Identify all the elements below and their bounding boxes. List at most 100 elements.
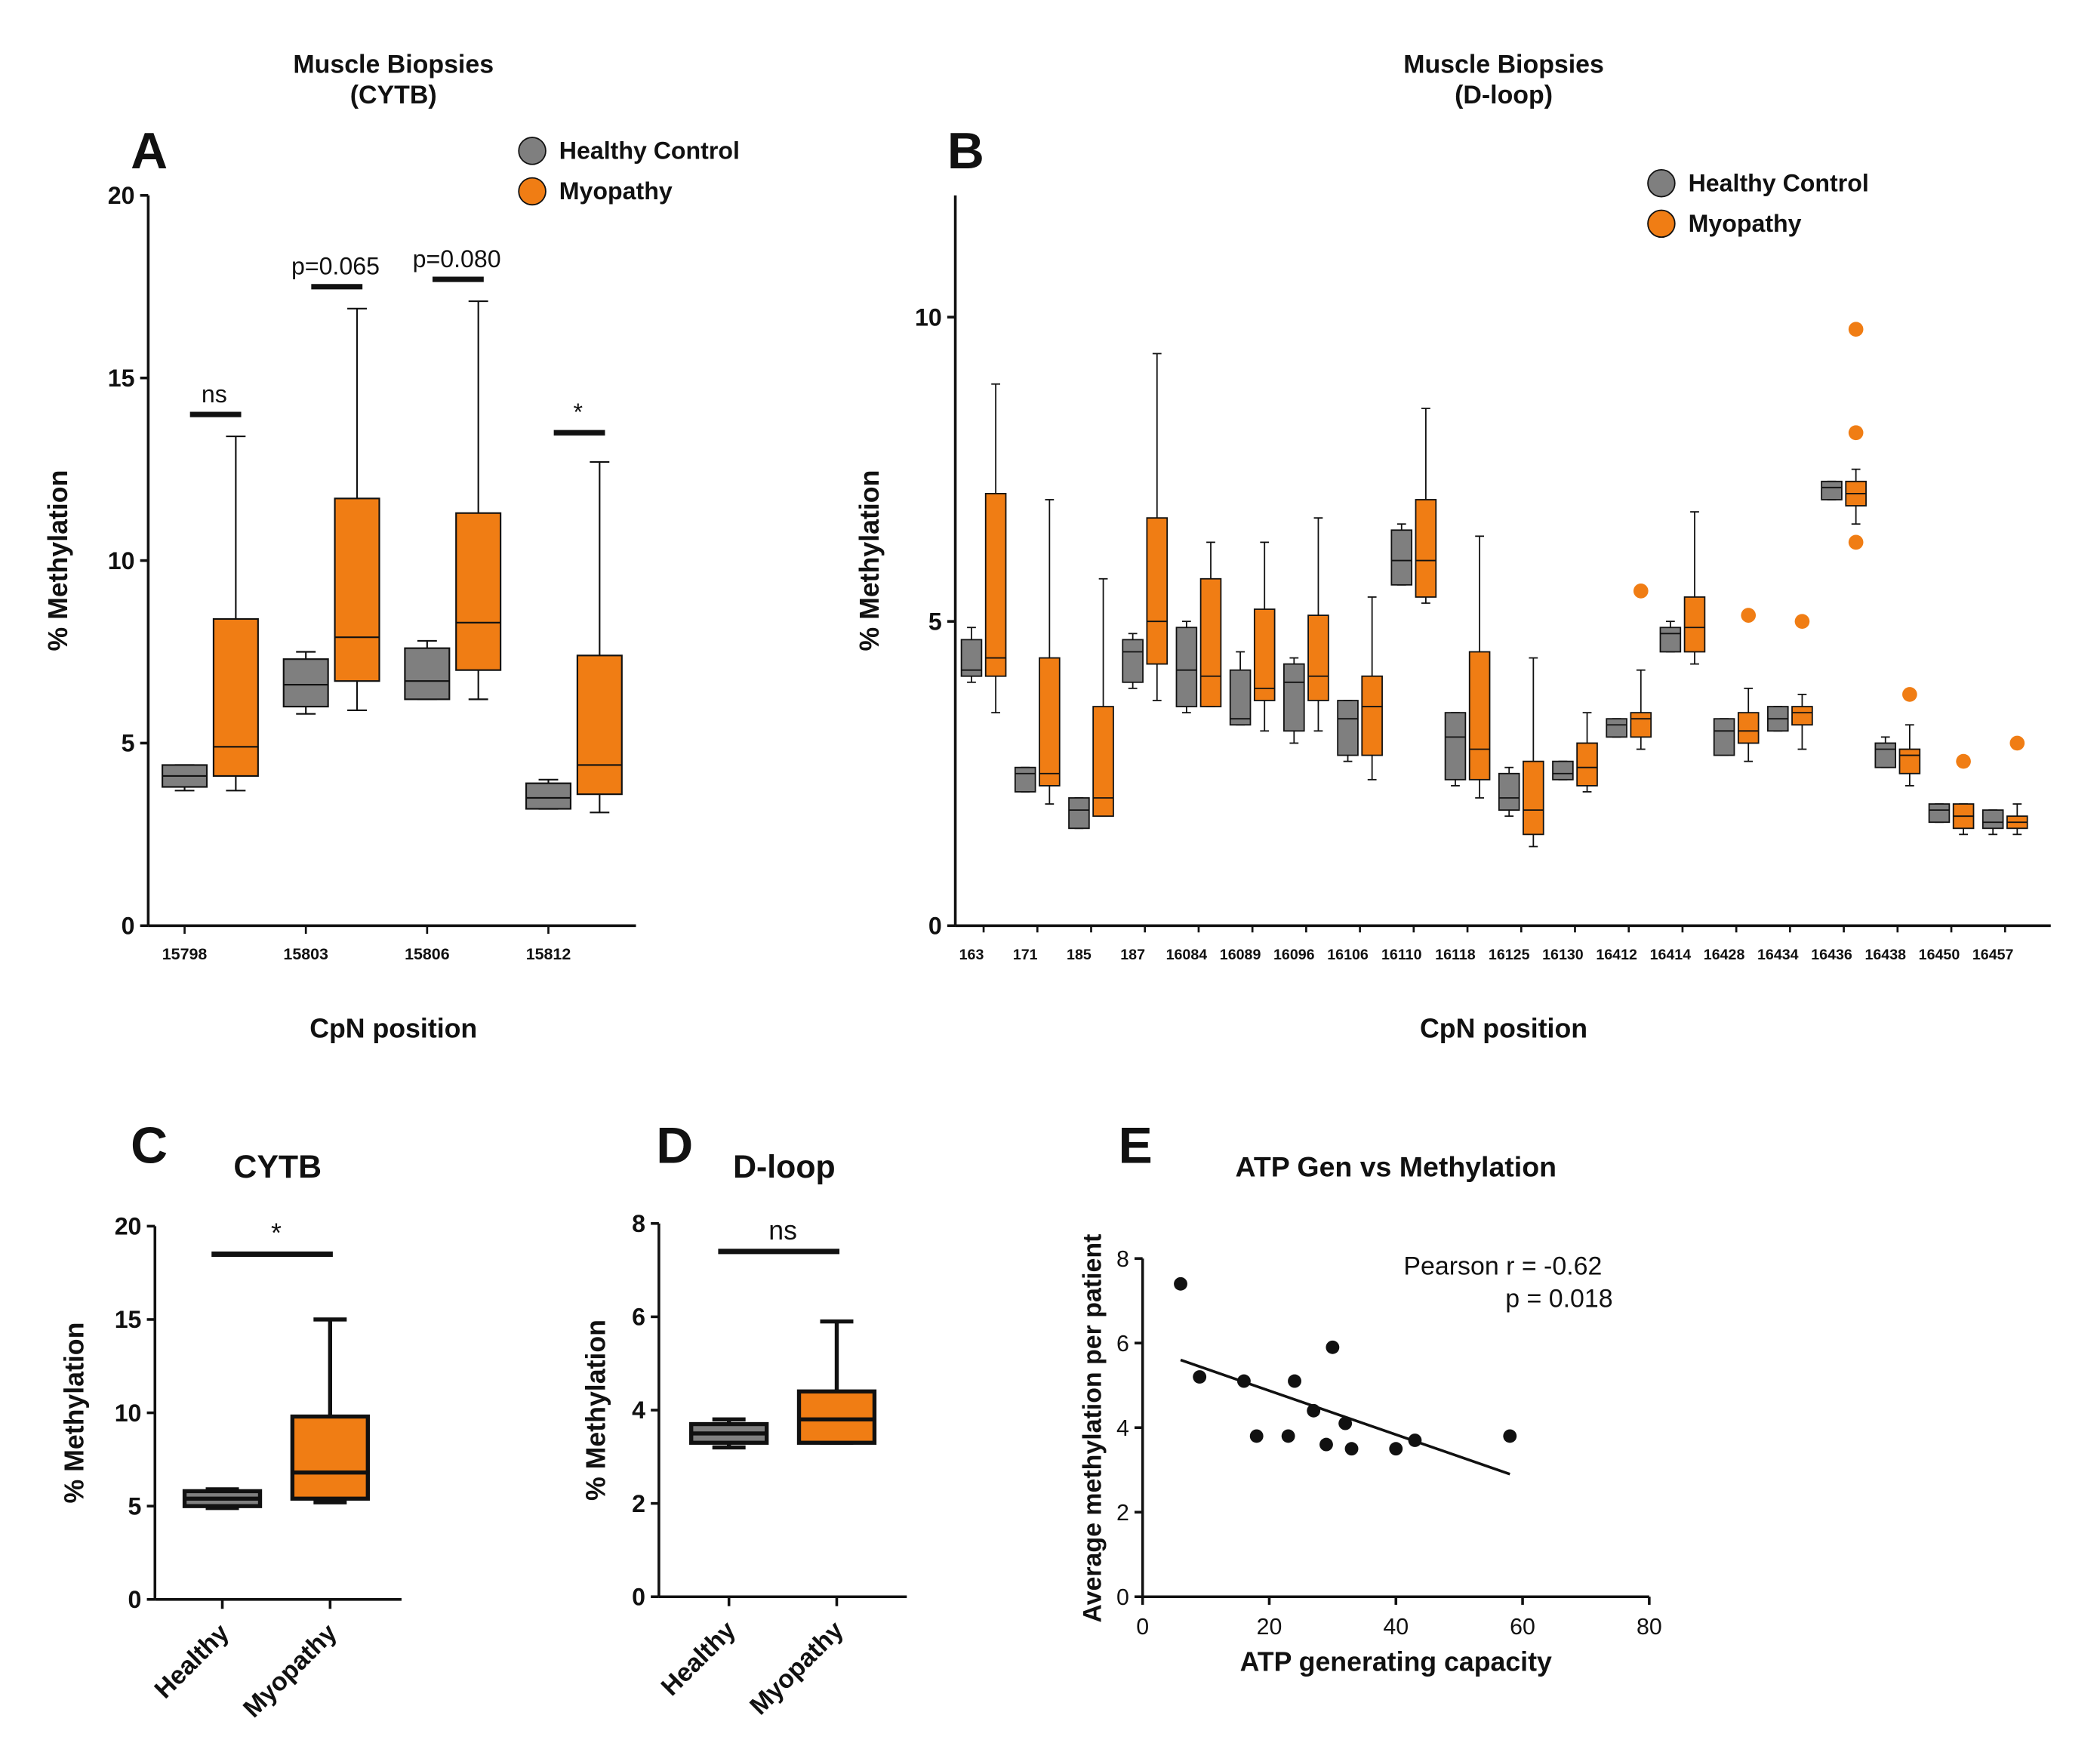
panel-b-myopathy-box <box>1845 468 1867 525</box>
panel-e-y-tick-label: 6 <box>1116 1332 1129 1357</box>
panel-b-healthy-box <box>1283 657 1305 744</box>
panel-a-healthy-box <box>525 778 572 810</box>
panel-a-letter: A <box>131 123 168 180</box>
panel-b-myopathy-box <box>984 383 1007 714</box>
panel-b-healthy-box-iqr-box <box>1659 627 1682 653</box>
panel-d-title: D-loop <box>733 1149 836 1185</box>
panel-b-myopathy-box <box>1146 353 1169 701</box>
panel-b-outlier-point <box>1794 614 1810 629</box>
panel-d-y-label: % Methylation <box>580 1320 611 1501</box>
panel-b-healthy-box <box>1014 766 1036 793</box>
panel-b-myopathy-box-iqr-box <box>1092 706 1114 818</box>
panel-b-myopathy-box-iqr-box <box>1415 499 1437 598</box>
panel-b-legend-label-0: Healthy Control <box>1689 169 1869 196</box>
panel-a-legend-marker-0 <box>518 137 547 165</box>
panel-b-healthy-box <box>1767 706 1789 732</box>
panel-c-x-tick-label: Healthy <box>149 1618 235 1705</box>
panel-a-myopathy-box-iqr-box <box>334 497 380 682</box>
panel-b-myopathy-box-iqr-box <box>1253 608 1276 701</box>
panel-b-healthy-box-iqr-box <box>1821 480 1843 500</box>
panel-b-x-tick-label: 171 <box>1013 947 1038 963</box>
panel-c-y-tick-label: 0 <box>128 1586 142 1613</box>
panel-b-healthy-box-iqr-box <box>1014 766 1036 793</box>
panel-b-myopathy-box <box>1307 517 1329 732</box>
panel-a-x-tick-label: 15806 <box>405 945 450 963</box>
panel-b-x-tick-label: 16084 <box>1166 947 1208 963</box>
panel-d-y-tick-label: 2 <box>632 1490 645 1517</box>
panel-b-myopathy-box-iqr-box <box>1898 748 1921 774</box>
panel-a-myopathy-box <box>212 436 259 792</box>
panel-a-sig-label: p=0.080 <box>413 245 501 273</box>
panel-b-x-tick-label: 187 <box>1120 947 1145 963</box>
panel-a-legend-label-0: Healthy Control <box>559 137 740 165</box>
panel-d-box-1 <box>796 1319 877 1445</box>
panel-b-healthy-box-iqr-box <box>1606 718 1627 738</box>
panel-a-y-tick-label: 0 <box>122 913 135 940</box>
panel-a-healthy-box <box>404 639 451 701</box>
panel-a-healthy-box-iqr-box <box>404 647 451 701</box>
panel-e-letter: E <box>1119 1117 1153 1174</box>
panel-e-data-point <box>1236 1374 1251 1388</box>
panel-c-y-tick-label: 15 <box>115 1306 142 1333</box>
panel-b-healthy-box-iqr-box <box>1068 797 1090 830</box>
panel-b-x-tick-label: 16434 <box>1757 947 1799 963</box>
panel-a-legend-label-1: Myopathy <box>559 177 673 205</box>
panel-a-healthy-box-iqr-box <box>525 782 572 810</box>
panel-a-sig-label: ns <box>202 380 227 408</box>
panel-a-x-tick-label: 15803 <box>283 945 328 963</box>
panel-c-box-1 <box>290 1317 370 1504</box>
panel-a-healthy-box <box>162 764 208 792</box>
panel-a-myopathy-box-iqr-box <box>212 617 259 778</box>
panel-b-x-tick-label: 16130 <box>1542 947 1584 963</box>
panel-a-x-label: CpN position <box>309 1013 477 1043</box>
panel-b-outlier-point <box>1848 425 1864 441</box>
panel-b-healthy-box <box>1552 760 1574 781</box>
panel-e-pearson-r: Pearson r = -0.62 <box>1403 1252 1602 1281</box>
panel-d-y-tick-label: 6 <box>632 1304 645 1331</box>
panel-e-data-point <box>1281 1429 1295 1443</box>
panel-e-data-point <box>1326 1340 1340 1354</box>
panel-c-sig-label: * <box>271 1218 282 1248</box>
panel-b-healthy-box <box>1713 718 1735 756</box>
panel-c-title: CYTB <box>233 1149 322 1185</box>
panel-a-legend-marker-1 <box>518 177 547 206</box>
panel-b-healthy-box <box>1390 523 1413 586</box>
panel-b-myopathy-box <box>1523 657 1544 848</box>
panel-c-y-label: % Methylation <box>60 1323 90 1504</box>
panel-b-y-label: % Methylation <box>854 470 885 651</box>
panel-b-myopathy-box <box>1092 577 1114 818</box>
panel-b-outlier-point <box>1848 322 1864 337</box>
panel-b-myopathy-box <box>1630 669 1652 750</box>
panel-e-data-point <box>1307 1403 1321 1418</box>
panel-c-x-tick-label: Myopathy <box>238 1618 343 1723</box>
panel-b-healthy-box <box>1175 621 1198 714</box>
panel-b-healthy-box <box>1659 621 1682 653</box>
panel-e-data-point <box>1174 1276 1187 1291</box>
panel-b-healthy-box-iqr-box <box>1122 639 1144 683</box>
panel-a-sig-label: * <box>574 399 584 426</box>
panel-e-x-tick-label: 80 <box>1637 1615 1662 1640</box>
panel-d-sig-label: ns <box>768 1215 797 1246</box>
panel-b-myopathy-box <box>1576 712 1598 793</box>
panel-b-healthy-box-iqr-box <box>1713 718 1735 756</box>
panel-b-myopathy-box-iqr-box <box>1146 517 1169 665</box>
panel-e-p-value: p = 0.018 <box>1505 1284 1612 1313</box>
panel-b-myopathy-box <box>1361 596 1383 781</box>
panel-a-myopathy-box <box>576 460 623 814</box>
panel-b-myopathy-box-iqr-box <box>1683 596 1706 653</box>
panel-b-healthy-box <box>1874 736 1897 768</box>
panel-b-myopathy-box-iqr-box <box>1576 742 1598 787</box>
panel-b-myopathy-box-iqr-box <box>1361 675 1383 756</box>
panel-a-x-tick-label: 15812 <box>526 945 571 963</box>
panel-d-box-1-iqr-box <box>796 1389 877 1445</box>
panel-b-x-tick-label: 16428 <box>1704 947 1745 963</box>
panel-b-x-tick-label: 163 <box>959 947 984 963</box>
panel-b-healthy-box-iqr-box <box>1444 712 1467 781</box>
panel-b-outlier-point <box>1848 534 1864 550</box>
panel-e-x-label: ATP generating capacity <box>1240 1646 1552 1677</box>
panel-b-legend-label-1: Myopathy <box>1689 210 1802 237</box>
panel-c-letter: C <box>131 1117 168 1174</box>
panel-b-myopathy-box <box>1039 499 1061 805</box>
panel-b-myopathy-box <box>1253 541 1276 732</box>
